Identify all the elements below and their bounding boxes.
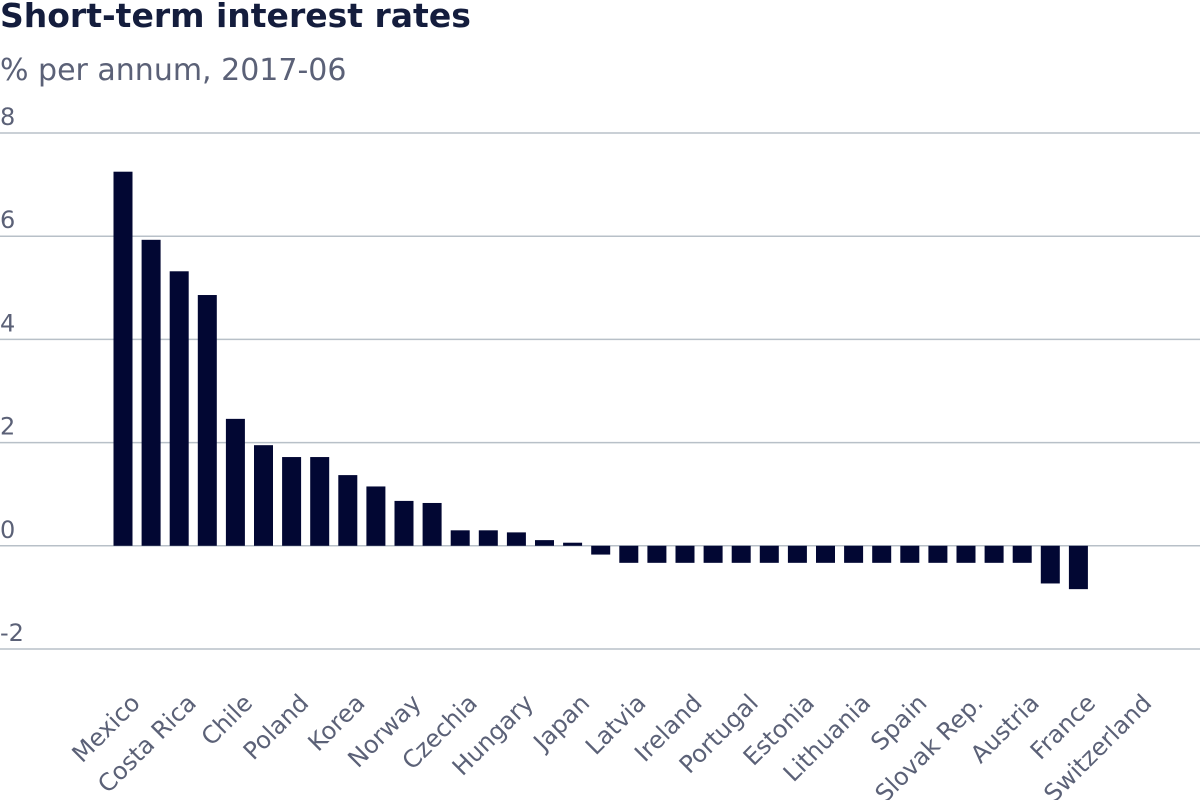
bar <box>703 545 723 563</box>
bar <box>816 545 835 563</box>
chart-subtitle: % per annum, 2017-06 <box>0 53 347 88</box>
y-tick-label: -2 <box>0 619 24 647</box>
bar <box>422 502 442 546</box>
bar <box>310 457 330 546</box>
bar <box>787 545 807 563</box>
bar <box>506 532 526 546</box>
y-tick-label: 6 <box>0 206 15 234</box>
bar <box>872 545 892 563</box>
bar <box>1012 545 1032 563</box>
bar <box>394 500 414 546</box>
y-tick-label: 8 <box>0 103 15 131</box>
x-category-label: Japan <box>527 689 596 758</box>
bar <box>759 545 779 563</box>
bar <box>591 545 611 555</box>
y-tick-label: 0 <box>0 516 15 544</box>
bar <box>169 271 189 546</box>
bar <box>478 530 498 546</box>
bar <box>197 295 217 546</box>
bar <box>956 545 976 563</box>
bars <box>113 171 1088 590</box>
bar <box>338 475 358 546</box>
bar <box>844 545 864 563</box>
bar <box>141 239 161 546</box>
bar <box>113 171 133 546</box>
y-tick-label: 2 <box>0 413 15 441</box>
bar <box>366 486 386 546</box>
chart-title: Short-term interest rates <box>0 0 471 35</box>
bar <box>254 445 273 546</box>
bar <box>1068 545 1088 590</box>
bar <box>282 457 302 546</box>
bar <box>647 545 667 563</box>
bar <box>675 545 695 563</box>
bar <box>1040 545 1060 584</box>
bar <box>535 540 554 546</box>
y-tick-label: 4 <box>0 309 15 337</box>
bar <box>731 545 751 563</box>
bar <box>900 545 920 563</box>
bar <box>563 542 583 546</box>
bar <box>928 545 948 563</box>
bar <box>225 418 245 546</box>
bar <box>619 545 639 563</box>
bar <box>450 530 470 546</box>
bar <box>984 545 1004 563</box>
y-axis-tick-labels: 8 6 4 2 0 -2 <box>0 103 24 647</box>
